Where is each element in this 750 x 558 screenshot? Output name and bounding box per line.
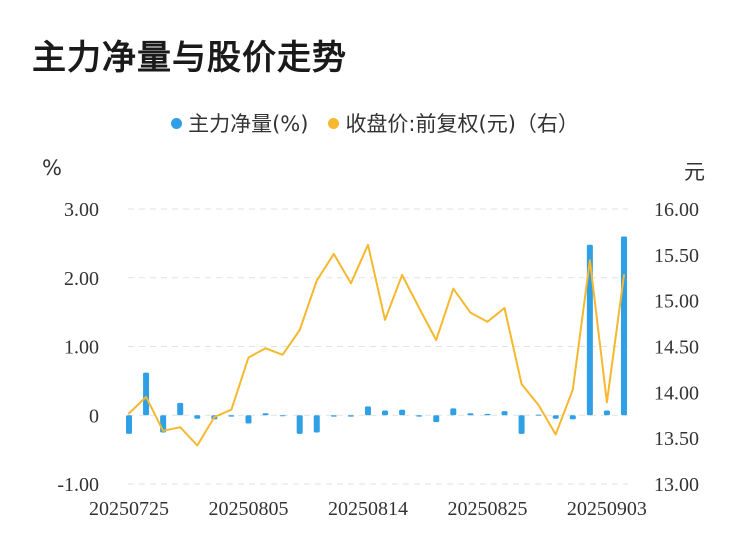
right-tick-label: 14.50 — [654, 337, 699, 359]
bar — [126, 415, 132, 434]
bar — [245, 415, 252, 424]
right-tick-label: 13.00 — [654, 474, 699, 496]
legend-item-net-volume[interactable]: 主力净量(%) — [171, 108, 308, 138]
bar — [194, 415, 201, 419]
bar — [228, 415, 235, 417]
bar — [330, 415, 337, 417]
legend-label-close-price: 收盘价:前复权(元)（右） — [345, 112, 579, 136]
left-tick-label: 2.00 — [64, 268, 99, 290]
bar — [450, 408, 457, 416]
right-tick-label: 14.00 — [654, 382, 699, 404]
bar — [569, 415, 576, 420]
bar — [279, 415, 286, 417]
x-tick-label: 20250805 — [208, 498, 288, 520]
bar — [347, 415, 354, 417]
left-axis-unit: % — [42, 156, 62, 180]
left-tick-label: -1.00 — [57, 474, 99, 496]
bar — [177, 402, 184, 416]
left-tick-label: 3.00 — [64, 199, 99, 221]
chart-legend: 主力净量(%) 收盘价:前复权(元)（右） — [0, 108, 750, 138]
left-tick-label: 1.00 — [64, 337, 99, 359]
bar — [262, 413, 269, 416]
x-tick-label: 20250725 — [89, 498, 169, 520]
legend-label-net-volume: 主力净量(%) — [188, 112, 309, 136]
bar — [535, 414, 542, 416]
bar — [382, 410, 389, 416]
x-tick-label: 20250825 — [447, 498, 527, 520]
bar — [603, 410, 610, 416]
legend-item-close-price[interactable]: 收盘价:前复权(元)（右） — [328, 108, 579, 138]
bar — [484, 413, 491, 416]
chart-title: 主力净量与股价走势 — [32, 38, 347, 78]
right-tick-label: 16.00 — [654, 199, 699, 221]
bar — [501, 411, 508, 416]
bar — [364, 406, 371, 416]
x-tick-label: 20250814 — [328, 498, 408, 520]
close-price-line — [128, 243, 625, 447]
bar — [621, 236, 627, 416]
right-axis-unit: 元 — [684, 160, 705, 184]
legend-dot-line-icon — [328, 117, 340, 129]
bar — [313, 415, 320, 433]
x-tick-label: 20250903 — [567, 498, 647, 520]
right-tick-label: 15.50 — [654, 245, 699, 267]
bar — [586, 244, 593, 416]
left-tick-label: 0 — [89, 405, 99, 427]
bar — [467, 413, 474, 416]
right-tick-label: 15.00 — [654, 291, 699, 313]
legend-dot-bar-icon — [171, 117, 183, 129]
bar — [399, 409, 406, 416]
bar — [296, 415, 303, 434]
bar — [433, 415, 440, 423]
bar — [143, 372, 150, 416]
right-tick-label: 13.50 — [654, 428, 699, 450]
bar — [518, 415, 525, 434]
bar — [552, 415, 559, 419]
bar — [416, 415, 423, 417]
